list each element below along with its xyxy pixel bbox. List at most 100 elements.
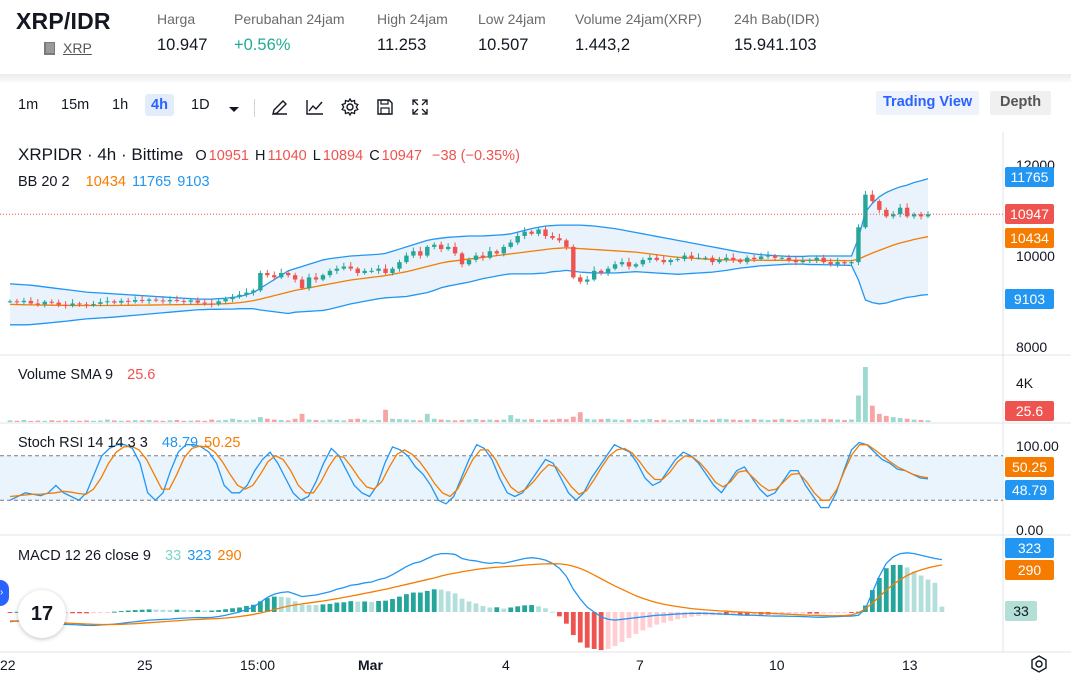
indicator-line-icon[interactable] [305,97,325,117]
macd-tag: 323 [1005,538,1054,558]
candle [188,300,194,302]
volume-label: Volume SMA 9 [18,367,114,383]
candle [292,275,298,280]
stat-value: 10.507 [478,36,529,54]
volume-bar [390,418,395,422]
candle [21,300,27,303]
volume-axis-tick: 4K [1016,375,1034,391]
volume-bar [522,419,528,422]
volume-bar [536,419,541,422]
gear-icon[interactable] [340,97,360,117]
asset-link[interactable]: XRP [63,40,92,56]
candle [369,270,374,272]
candle [891,214,896,217]
volume-sma-tag: 25.6 [1005,401,1054,421]
ohlc-h-label: H [254,148,266,164]
volume-bar [237,419,242,422]
volume-bar [431,418,437,422]
volume-bar [550,419,555,422]
volume-bar [487,419,493,422]
candle [849,262,854,264]
macd-hist-bar [376,600,381,612]
macd-hist-bar [466,601,472,612]
timeframe-1m[interactable]: 1m [18,97,39,113]
volume-bar [98,420,103,422]
timeframe-4h[interactable]: 4h [145,94,174,116]
macd-hist-bar [202,610,208,612]
candle [237,294,242,297]
chart-canvas[interactable] [0,132,1071,687]
draw-pencil-icon[interactable] [270,97,290,117]
volume-bar [91,420,96,422]
time-axis-tick: 7 [636,657,644,673]
macd-hist-bar [529,605,534,612]
macd-hist-bar [438,589,444,612]
volume-bar [125,420,131,422]
candle [334,268,340,271]
volume-bar [737,419,743,422]
volume-bar [904,418,910,422]
candle [480,255,486,258]
candle [668,259,673,263]
bb-label: BB 20 2 [18,174,70,190]
macd-hist-bar [793,612,799,614]
macd-hist-bar [7,612,13,613]
scroll-left-handle[interactable]: › [0,580,9,606]
candle [508,242,513,247]
candle [884,209,889,217]
candle [425,246,430,256]
volume-bar [765,419,771,422]
macd-hist-bar [313,605,319,612]
candle [897,207,903,215]
chart-area[interactable]: XRPIDR · 4h · Bittime O 10951 H 11040 L 108… [0,132,1071,687]
candle [821,257,826,263]
volume-bar [480,419,486,422]
tab-trading-view[interactable]: Trading View [876,91,980,115]
candle [835,262,840,265]
macd-hist-bar [550,611,555,613]
macd-hist-bar [661,612,667,623]
macd-hist-bar [91,612,96,614]
macd-hist-bar [459,598,465,612]
macd-hist-bar [515,606,521,612]
macd-hist-bar [285,597,291,612]
ohlc-l-label: L [312,148,321,164]
save-disk-icon[interactable] [375,97,395,117]
bb-upper-tag: 11765 [1005,167,1054,187]
volume-bar [334,419,340,422]
volume-bar [563,419,569,422]
volume-bar [118,420,124,422]
candle [724,257,729,260]
volume-bar [835,419,840,422]
timeframe-1d[interactable]: 1D [191,97,210,113]
stat-high-24h: High 24jam 11.253 [377,11,448,55]
tab-depth[interactable]: Depth [990,91,1052,115]
fullscreen-icon[interactable] [410,97,430,117]
candle [598,270,604,273]
stoch-axis-tick: 100.00 [1016,438,1059,454]
macd-hist-bar [146,609,152,612]
macd-hist-bar [918,575,924,612]
macd-hist-bar [626,612,632,638]
volume-bar [417,420,423,422]
macd-line [9,552,943,627]
candle [14,301,20,303]
macd-hist-bar [257,601,263,612]
candle [661,259,666,263]
chevron-down-icon[interactable] [224,100,244,120]
timeframe-1h[interactable]: 1h [112,97,129,113]
volume-bar [897,417,903,422]
tradingview-logo[interactable]: 17 [18,590,66,638]
macd-hist-bar [237,607,242,612]
volume-bar [703,419,708,422]
volume-bar [647,419,653,422]
macd-hist-bar [598,612,604,651]
macd-hist-bar [487,607,493,612]
bb-lower-tag: 9103 [1005,289,1054,309]
macd-hist-bar [452,593,458,612]
candle [550,236,555,239]
timeframe-15m[interactable]: 15m [61,97,90,113]
volume-bar [640,419,646,422]
chart-settings-icon[interactable] [1029,654,1049,674]
candle [751,257,757,260]
